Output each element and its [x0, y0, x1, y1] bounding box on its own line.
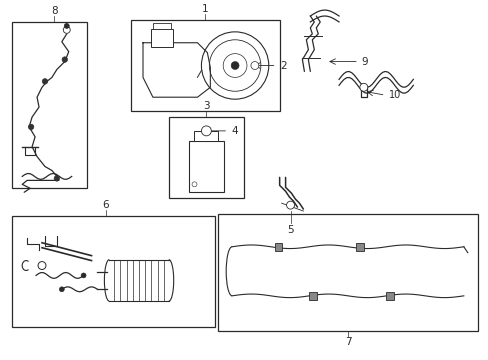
Text: 5: 5 [286, 225, 293, 235]
Text: 2: 2 [280, 60, 286, 71]
Bar [385, 292, 393, 300]
Bar [194, 131, 218, 141]
Circle shape [209, 40, 260, 91]
Text: 1: 1 [202, 4, 208, 14]
Bar [151, 29, 172, 47]
Circle shape [286, 201, 294, 209]
Circle shape [42, 78, 48, 84]
Text: 9: 9 [361, 57, 367, 67]
Bar [274, 243, 282, 251]
Text: 10: 10 [388, 90, 400, 100]
Circle shape [192, 182, 197, 187]
Circle shape [81, 273, 86, 278]
Bar [355, 243, 363, 251]
Circle shape [62, 57, 67, 62]
Bar [218, 214, 477, 331]
Text: 3: 3 [203, 101, 209, 111]
Circle shape [231, 62, 239, 69]
Circle shape [250, 62, 258, 69]
Circle shape [38, 262, 46, 270]
Text: 7: 7 [344, 337, 350, 347]
Circle shape [63, 26, 70, 33]
Text: 4: 4 [231, 126, 237, 136]
Circle shape [223, 54, 246, 77]
Circle shape [201, 32, 268, 99]
Bar [131, 20, 279, 111]
Circle shape [28, 124, 34, 130]
Bar [12, 216, 215, 327]
Circle shape [359, 84, 367, 91]
Bar [12, 22, 86, 188]
Bar [153, 23, 170, 29]
Circle shape [54, 176, 60, 181]
Circle shape [201, 126, 211, 136]
Text: 6: 6 [102, 200, 109, 210]
Bar [308, 292, 317, 300]
Circle shape [64, 23, 69, 28]
Bar [168, 117, 244, 198]
Circle shape [59, 287, 64, 292]
Text: 8: 8 [51, 6, 58, 16]
Bar [188, 141, 224, 192]
